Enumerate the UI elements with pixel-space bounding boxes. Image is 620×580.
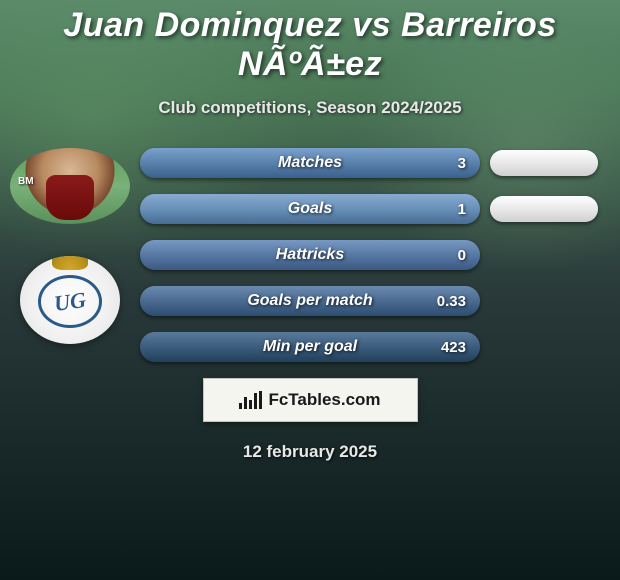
brand-badge[interactable]: FcTables.com xyxy=(203,378,418,422)
player2-crest xyxy=(20,256,120,344)
stat-bar-left: Goals1 xyxy=(140,194,480,224)
stat-row: Hattricks0 xyxy=(140,240,600,270)
stat-bar-left: Matches3 xyxy=(140,148,480,178)
stat-row: Min per goal423 xyxy=(140,332,600,362)
stat-pill-right xyxy=(490,150,598,176)
subtitle: Club competitions, Season 2024/2025 xyxy=(0,98,620,118)
stat-row: Goals per match0.33 xyxy=(140,286,600,316)
stat-bar-left: Min per goal423 xyxy=(140,332,480,362)
brand-text: FcTables.com xyxy=(268,390,380,410)
player1-badge-text: BM xyxy=(18,176,34,187)
comparison-area: BM Matches3 Goals1 Hattricks0 Goals per mat… xyxy=(0,148,620,362)
page-title: Juan Dominquez vs Barreiros NÃºÃ±ez xyxy=(0,6,620,84)
stat-pill-right xyxy=(490,196,598,222)
stat-bar-left: Goals per match0.33 xyxy=(140,286,480,316)
stat-row: Matches3 xyxy=(140,148,600,178)
content-wrapper: Juan Dominquez vs Barreiros NÃºÃ±ez Club… xyxy=(0,0,620,580)
footer-date: 12 february 2025 xyxy=(0,442,620,462)
player1-avatar: BM xyxy=(10,148,130,224)
stat-row: Goals1 xyxy=(140,194,600,224)
bar-chart-icon xyxy=(239,391,262,409)
crest-inner xyxy=(38,275,102,328)
stat-bar-left: Hattricks0 xyxy=(140,240,480,270)
stat-rows: Matches3 Goals1 Hattricks0 Goals per match0… xyxy=(140,148,600,362)
